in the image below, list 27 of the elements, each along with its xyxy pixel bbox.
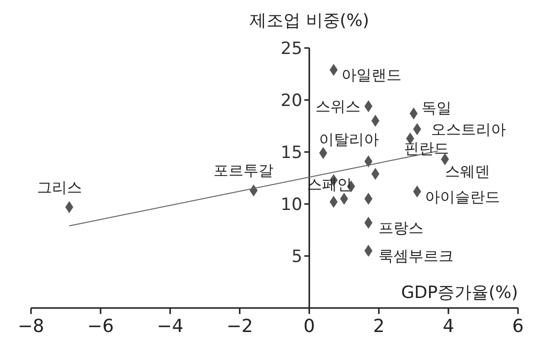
annotation: 오스트리아	[431, 120, 506, 138]
x-axis-title: GDP증가율(%)	[401, 283, 518, 303]
x-tick-label: 2	[373, 316, 385, 337]
x-tick-label: −2	[226, 316, 253, 337]
y-tick-label: 15	[280, 142, 302, 163]
annotation: 이탈리아	[319, 130, 380, 148]
annotation: 룩셈부르크	[378, 247, 454, 266]
annotation: 포르투갈	[214, 162, 274, 180]
annotation: 독일	[422, 98, 452, 117]
x-tick-label: −8	[18, 316, 44, 337]
annotation: 아이슬란드	[425, 188, 500, 206]
x-tick-label: 0	[304, 316, 316, 337]
annotation: 아일랜드	[342, 66, 402, 84]
annotation: 스웨덴	[444, 162, 490, 181]
y-tick-label: 20	[280, 90, 302, 111]
x-tick-label: 4	[442, 316, 454, 337]
y-tick-label: 25	[280, 38, 302, 59]
x-tick-label: 6	[512, 316, 524, 337]
annotation: 그리스	[36, 178, 82, 196]
y-tick-label: 10	[280, 194, 302, 215]
y-tick-label: 5	[291, 246, 302, 267]
y-axis-title: 제조업 비중(%)	[249, 11, 370, 31]
x-tick-label: −6	[87, 316, 114, 337]
annotation: 핀란드	[404, 140, 450, 158]
x-tick-label: −4	[156, 316, 184, 337]
annotation: 프랑스	[378, 218, 424, 237]
annotation: 스위스	[315, 97, 360, 116]
